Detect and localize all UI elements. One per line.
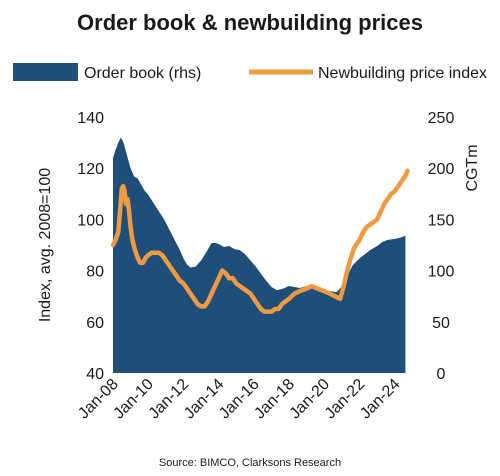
legend-label-order-book: Order book (rhs) <box>84 65 201 82</box>
y-tick-left: 100 <box>77 212 104 229</box>
y-tick-left: 140 <box>77 110 104 127</box>
y-tick-left: 40 <box>86 366 104 383</box>
x-tick: Jan-24 <box>357 376 404 423</box>
y-tick-left: 60 <box>86 315 104 332</box>
y-tick-right: 150 <box>428 212 455 229</box>
order-book-area <box>113 137 406 373</box>
y-tick-right: 200 <box>428 161 455 178</box>
y-axis-left-label: Index, avg. 2008=100 <box>37 168 54 322</box>
chart-title: Order book & newbuilding prices <box>77 10 423 35</box>
x-axis-ticks: Jan-08Jan-10Jan-12Jan-14Jan-16Jan-18Jan-… <box>75 376 403 423</box>
y-tick-right: 0 <box>437 366 446 383</box>
legend-swatch-order-book <box>13 63 78 81</box>
source-note: Source: BIMCO, Clarksons Research <box>159 457 341 469</box>
y-axis-left-ticks: 40 60 80 100 120 140 <box>77 110 104 383</box>
legend-label-price-index: Newbuilding price index <box>318 65 487 82</box>
y-tick-right: 50 <box>432 315 450 332</box>
y-tick-right: 100 <box>428 264 455 281</box>
y-tick-right: 250 <box>428 110 455 127</box>
y-axis-right-label: CGTm <box>464 144 481 191</box>
y-tick-left: 120 <box>77 161 104 178</box>
y-axis-right-ticks: 0 50 100 150 200 250 <box>428 110 455 383</box>
plot-area <box>110 137 410 373</box>
price-index-line <box>110 168 410 314</box>
y-tick-left: 80 <box>86 264 104 281</box>
legend: Order book (rhs) Newbuilding price index <box>13 63 487 82</box>
